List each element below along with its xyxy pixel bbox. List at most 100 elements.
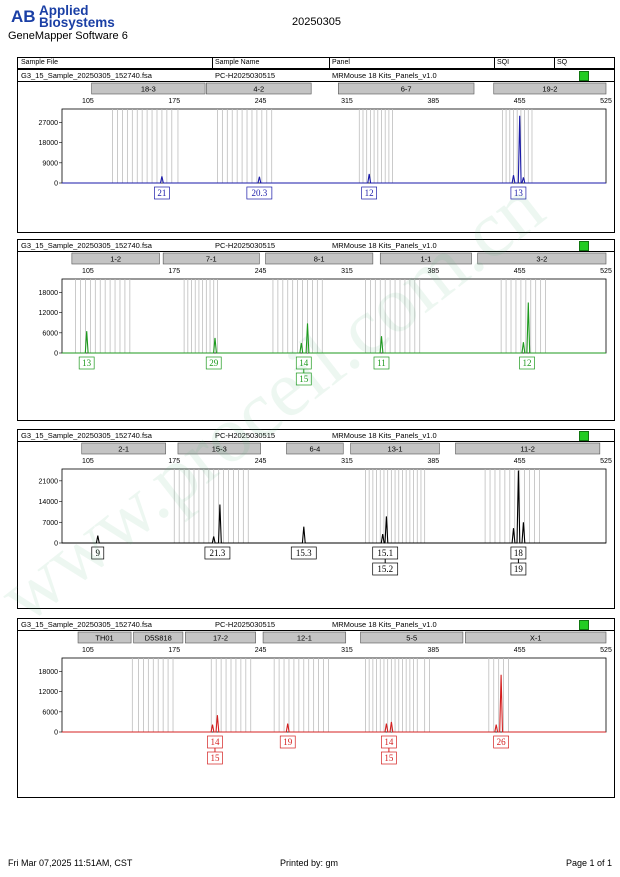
allele-label: 15 [299, 374, 309, 384]
electropherogram-panel-4: G3_15_Sample_20250305_152740.fsa PC-H202… [17, 618, 615, 798]
col-sq: SQ [557, 59, 568, 66]
allele-box [510, 562, 527, 576]
allele-box [373, 356, 390, 370]
signal-trace [62, 115, 606, 184]
sample-name-value: PC-H2025030515 [215, 620, 276, 629]
x-tick-label: 245 [255, 647, 267, 654]
x-tick-label: 385 [427, 268, 439, 275]
allele-box [78, 356, 95, 370]
x-tick-label: 245 [255, 98, 267, 105]
allele-box [279, 735, 296, 749]
sample-file-value: G3_15_Sample_20250305_152740.fsa [21, 620, 152, 629]
allele-label: 12 [523, 358, 532, 368]
col-panel: Panel [332, 59, 350, 66]
marker-label: 13-1 [388, 445, 403, 454]
x-tick-label: 245 [255, 458, 267, 465]
panel-value: MRMouse 18 Kits_Panels_v1.0 [332, 620, 437, 629]
y-tick-label: 0 [54, 351, 58, 358]
allele-label: 11 [377, 358, 386, 368]
x-tick-label: 385 [427, 458, 439, 465]
sq-status-indicator [579, 431, 589, 441]
y-tick-label: 18000 [39, 140, 59, 147]
marker-box [81, 442, 166, 455]
y-tick-label: 18000 [39, 669, 59, 676]
electropherogram-chart: 18-3 4-2 6-7 19-2 105 175 245 315 385 455 525 0 9000… [39, 82, 612, 200]
allele-box [205, 356, 222, 370]
sq-status-indicator [579, 241, 589, 251]
signal-trace [62, 674, 606, 733]
x-tick-label: 315 [341, 98, 353, 105]
marker-box [133, 631, 184, 644]
marker-box [206, 82, 312, 95]
x-tick-label: 455 [514, 98, 526, 105]
sq-status-indicator [579, 620, 589, 630]
x-tick-label: 245 [255, 268, 267, 275]
y-tick-label: 27000 [39, 120, 59, 127]
marker-label: 19-2 [542, 85, 557, 94]
marker-label: 17-2 [213, 634, 228, 643]
marker-box [162, 252, 260, 265]
electropherogram-chart: TH01 D5S818 17-2 12-1 5-5 X-1 105 175 245 315 385 4… [39, 631, 612, 765]
marker-label: 2-1 [118, 445, 129, 454]
allele-label: 12 [365, 188, 374, 198]
allele-box [204, 546, 231, 560]
allele-label: 29 [209, 358, 219, 368]
marker-label: D5S818 [145, 634, 172, 643]
x-tick-label: 455 [514, 268, 526, 275]
allele-box [372, 562, 399, 576]
column-divider [212, 58, 213, 68]
allele-box [91, 546, 105, 560]
marker-box [265, 252, 374, 265]
allele-label: 13 [82, 358, 92, 368]
electropherogram-panel-3: G3_15_Sample_20250305_152740.fsa PC-H202… [17, 429, 615, 609]
sample-info-row: G3_15_Sample_20250305_152740.fsa PC-H202… [18, 619, 614, 631]
x-tick-label: 175 [168, 98, 180, 105]
allele-box [519, 356, 535, 370]
marker-box [71, 252, 160, 265]
marker-box [455, 442, 601, 455]
x-tick-label: 525 [600, 98, 612, 105]
allele-box [154, 186, 170, 200]
allele-label: 14 [384, 737, 394, 747]
marker-box [185, 631, 256, 644]
allele-label: 18 [514, 548, 524, 558]
x-tick-label: 175 [168, 647, 180, 654]
allele-box [290, 546, 317, 560]
marker-label: 11-2 [520, 445, 534, 454]
col-sample-file: Sample File [21, 59, 58, 66]
allele-label: 9 [96, 548, 101, 558]
brand-line-1: Applied [39, 3, 89, 18]
x-tick-label: 105 [82, 98, 94, 105]
y-tick-label: 9000 [42, 160, 58, 167]
marker-box [286, 442, 344, 455]
logo-mark: AB [11, 7, 36, 26]
allele-label: 13 [514, 188, 524, 198]
panel-value: MRMouse 18 Kits_Panels_v1.0 [332, 241, 437, 250]
allele-box [361, 186, 378, 200]
marker-box [262, 631, 347, 644]
column-divider [329, 58, 330, 68]
allele-box [510, 186, 527, 200]
marker-label: X-1 [530, 634, 542, 643]
print-timestamp: Fri Mar 07,2025 11:51AM, CST [8, 858, 133, 868]
marker-label: 6-4 [309, 445, 320, 454]
electropherogram-panel-2: G3_15_Sample_20250305_152740.fsa PC-H202… [17, 239, 615, 421]
marker-label: 7-1 [206, 255, 217, 264]
y-tick-label: 14000 [39, 499, 59, 506]
sample-file-value: G3_15_Sample_20250305_152740.fsa [21, 71, 152, 80]
marker-label: 3-2 [536, 255, 547, 264]
report-date: 20250305 [292, 16, 341, 28]
panel-value: MRMouse 18 Kits_Panels_v1.0 [332, 71, 437, 80]
x-tick-label: 525 [600, 647, 612, 654]
marker-label: 1-2 [110, 255, 121, 264]
marker-label: 15-3 [212, 445, 227, 454]
x-tick-label: 315 [341, 458, 353, 465]
y-tick-label: 21000 [39, 478, 59, 485]
sample-info-row: G3_15_Sample_20250305_152740.fsa PC-H202… [18, 240, 614, 252]
marker-box [350, 442, 440, 455]
marker-label: 6-7 [401, 85, 412, 94]
plot-frame [61, 278, 607, 354]
x-tick-label: 315 [341, 268, 353, 275]
allele-box [381, 751, 397, 765]
table-header: Sample File Sample Name Panel SQI SQ [17, 57, 615, 69]
